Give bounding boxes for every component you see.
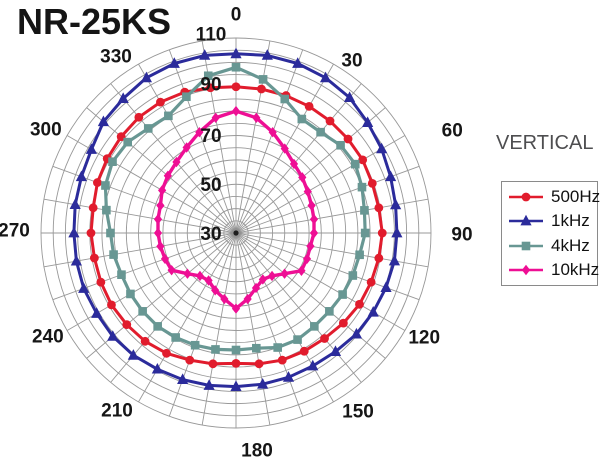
angle-tick-label: 300 [30,120,62,141]
legend-swatch-square-icon [509,241,543,251]
legend-label: 500Hz [551,186,600,206]
angle-tick-label: 120 [408,328,440,349]
polar-grid [40,37,432,429]
legend-item-4khz: 4kHz [508,234,597,258]
legend-swatch-diamond-icon [509,265,543,276]
legend-item-1khz: 1kHz [508,209,597,233]
angle-tick-label: 30 [341,50,362,71]
legend-box: 500Hz 1kHz 4kHz 10kHz [501,181,600,286]
radial-tick-label: 30 [200,224,221,245]
radial-tick-labels: 110 90 70 50 30 [196,25,227,246]
series-1khz [68,47,403,391]
series-10khz [153,105,319,314]
angle-tick-label: 240 [32,327,64,348]
legend-item-500hz: 500Hz [508,185,600,209]
angle-tick-labels: 0 30 60 90 120 150 180 210 240 270 300 330 [0,5,473,462]
angle-tick-label: 90 [451,225,472,246]
angle-tick-label: 330 [100,46,132,67]
legend-label: 4kHz [551,235,590,255]
page-title: NR-25KS [17,1,172,42]
legend-label: 10kHz [551,260,600,280]
radial-tick-label: 90 [200,74,221,95]
angle-tick-label: 270 [0,221,30,242]
radial-tick-label: 70 [200,126,221,147]
angle-tick-label: 210 [101,401,133,422]
legend-item-10khz: 10kHz [508,258,600,282]
radial-tick-label: 110 [196,25,227,46]
series-4khz [101,62,370,355]
angle-tick-label: 60 [442,121,463,142]
radial-tick-label: 50 [200,175,221,196]
legend-label: 1kHz [551,211,590,231]
orientation-label: VERTICAL [496,132,594,154]
center-dot [231,228,241,238]
angle-tick-label: 0 [231,5,242,26]
series-500hz [86,82,387,369]
angle-tick-label: 150 [342,402,374,423]
legend-swatch-triangle-icon [509,214,543,226]
legend-swatch-circle-icon [509,192,543,201]
angle-tick-label: 180 [241,441,273,462]
